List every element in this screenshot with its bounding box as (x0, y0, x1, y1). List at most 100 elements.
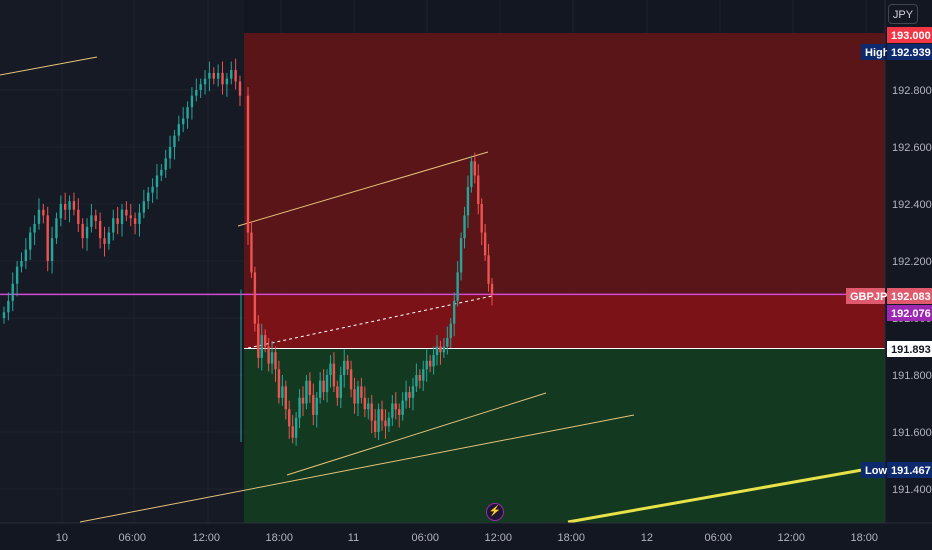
candle-body (155, 175, 159, 187)
candle-body (373, 420, 377, 432)
candle-body (363, 397, 367, 410)
entry-zone[interactable] (244, 295, 885, 349)
candle-body (387, 417, 391, 427)
candle-body (274, 352, 277, 370)
high-price-tag-bg (887, 44, 932, 60)
candle-body (230, 70, 233, 79)
entry-price-tag[interactable]: 191.893 (891, 344, 931, 356)
candle-body (353, 389, 356, 404)
time-axis[interactable]: 10 06:00 12:00 18:00 11 06:00 12:00 18:00 12 06:0… (0, 522, 932, 544)
time-tick-label: 10 (56, 532, 68, 544)
thick-trendline[interactable] (567, 468, 863, 524)
candle-body (11, 283, 14, 301)
last-price-tag-bg (887, 305, 932, 321)
candle-body (398, 409, 401, 415)
time-tick-label: 12:00 (485, 532, 513, 544)
candle-body (72, 201, 76, 210)
candle-body (446, 337, 449, 347)
low-label-tag[interactable]: Low (865, 465, 887, 477)
candle-body (346, 360, 349, 370)
low-price-tag[interactable]: 191.467 (891, 465, 931, 477)
candle-body (490, 283, 494, 296)
candle-body (160, 169, 163, 176)
candle-body (288, 409, 291, 427)
candle-body (452, 300, 456, 324)
candle-body (356, 386, 360, 404)
trendline[interactable] (79, 414, 635, 523)
candle-body (33, 223, 36, 233)
candle-series (2, 58, 494, 446)
price-axis[interactable]: 191.400191.600191.800192.000192.200192.4… (846, 0, 932, 523)
candle-body (238, 81, 242, 96)
time-tick-label: 12:00 (778, 532, 806, 544)
stop-price-tag[interactable]: 193.000 (891, 30, 931, 42)
candle-body (257, 323, 260, 358)
candle-body (277, 369, 281, 398)
candle-body (234, 70, 237, 82)
time-tick-label: 11 (348, 532, 359, 544)
candle-body (349, 369, 353, 390)
candle-body (267, 346, 270, 364)
candle-body (380, 409, 384, 421)
price-tick-label: 191.400 (892, 484, 932, 496)
candle-body (94, 215, 97, 222)
candle-body (477, 175, 480, 204)
candle-body (308, 380, 312, 395)
candle-body (463, 215, 466, 239)
candle-body (68, 201, 71, 210)
high-price-tag[interactable]: 192.939 (891, 47, 931, 59)
symbol-name-tag[interactable]: GBPJPY (850, 291, 895, 303)
candle-body (343, 360, 346, 375)
candle-body (339, 375, 342, 398)
candle-body (480, 204, 483, 233)
candle-body (90, 215, 93, 227)
candle-body (370, 403, 373, 421)
price-tick-label: 192.200 (892, 256, 932, 268)
trendline[interactable] (0, 56, 98, 76)
candle-body (177, 124, 181, 136)
stop-loss-zone[interactable] (244, 33, 885, 296)
time-tick-label: 18:00 (851, 532, 879, 544)
candle-body (322, 380, 325, 393)
candle-body (263, 335, 267, 347)
candle-body (253, 272, 257, 324)
low-label-tag-bg (861, 462, 885, 478)
lightning-icon[interactable]: ⚡ (486, 503, 504, 521)
currency-button[interactable]: JPY (888, 4, 918, 24)
candle-body (147, 192, 150, 202)
candle-body (483, 232, 487, 256)
symbol-price-tag[interactable]: 192.083 (891, 291, 931, 303)
candle-body (312, 394, 315, 415)
candle-body (181, 118, 185, 125)
candle-body (298, 397, 301, 418)
position-tool[interactable] (244, 33, 885, 523)
candle-body (199, 84, 202, 90)
candle-body (125, 209, 128, 216)
trendlines[interactable] (0, 56, 885, 524)
high-label-tag[interactable]: High (865, 47, 890, 59)
time-tick-label: 06:00 (119, 532, 147, 544)
time-tick-label: 06:00 (412, 532, 440, 544)
candle-body (190, 95, 194, 108)
candle-body (164, 158, 167, 170)
price-tick-label: 191.800 (892, 370, 932, 382)
candle-body (103, 238, 106, 244)
trendline[interactable] (286, 392, 547, 476)
candle-body (425, 360, 428, 370)
candle-body (473, 161, 477, 176)
candle-body (291, 426, 294, 438)
symbol-price-tag-bg (887, 288, 932, 304)
candle-body (120, 209, 124, 224)
candle-body (470, 161, 473, 187)
candle-body (459, 238, 463, 273)
candle-body (246, 95, 250, 233)
last-price-tag[interactable]: 192.076 (891, 308, 931, 320)
candle-body (112, 218, 115, 233)
candle-body (186, 107, 189, 119)
candle-body (225, 78, 229, 85)
candle-body (98, 221, 102, 239)
candle-body (294, 417, 298, 438)
take-profit-zone[interactable] (244, 348, 885, 523)
trendline[interactable] (237, 151, 489, 227)
